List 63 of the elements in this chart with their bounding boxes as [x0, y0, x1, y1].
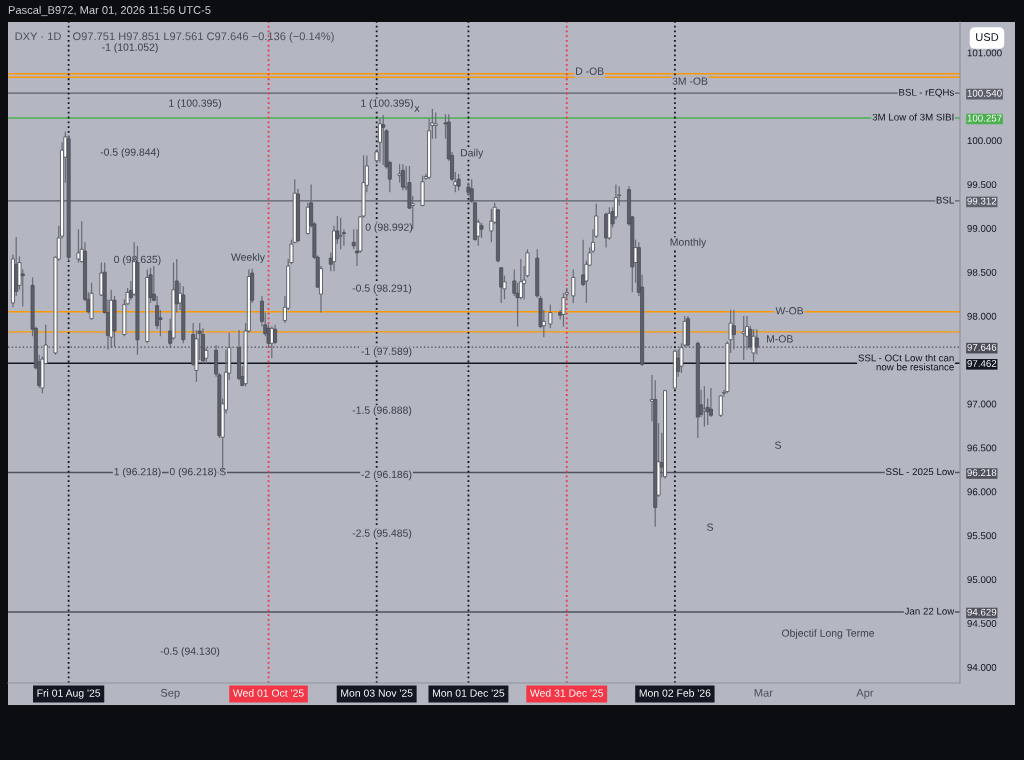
ref-line-label: Wed 31 Dec '25 [529, 689, 604, 697]
y-tick-label: 99.312 [967, 197, 997, 205]
y-tick-label: 98.000 [967, 312, 997, 320]
annotation: -0.5 (94.130) [160, 647, 220, 657]
y-tick-label: 94.000 [967, 663, 997, 671]
annotation: -0.5 (98.291) [352, 284, 412, 294]
ref-line-label: 3M Low of 3M SIBI [872, 113, 954, 121]
annotation: W-OB [775, 307, 804, 315]
annotation: 1 (100.395) [169, 99, 221, 109]
y-tick-label: 100.257 [967, 114, 1002, 122]
annotation: Monthly [670, 238, 707, 248]
y-tick-label: 96.500 [967, 444, 997, 452]
x-tick-label: Sep [160, 688, 180, 699]
ref-line-label: Mon 01 Dec '25 [432, 689, 505, 697]
annotation: 0 (96.218) [169, 467, 217, 478]
annotation: S [707, 523, 713, 531]
annotation: M-OB [767, 335, 793, 343]
text: O97.751 H97.851 L97.561 C97.646 −0.136 (−0.14%) [73, 32, 334, 43]
y-tick-label: 96.000 [967, 488, 997, 496]
annotation: -0.5 (99.844) [100, 148, 160, 158]
annotation: D -OB [576, 67, 604, 75]
ref-line-label: Mon 02 Feb '26 [639, 689, 711, 697]
annotation: Daily [460, 148, 484, 159]
y-tick-label: 100.540 [967, 89, 1002, 97]
ref-line-label: Mon 03 Nov '25 [341, 689, 413, 697]
y-tick-label: 97.000 [967, 400, 997, 408]
annotation: x [414, 106, 420, 112]
annotation: -1 (101.052) [102, 43, 158, 53]
annotation: 1 (100.395) [361, 99, 413, 109]
y-tick-label: 94.629 [967, 608, 997, 616]
y-tick-label: 99.500 [967, 181, 997, 189]
y-tick-label: 100.000 [967, 137, 1002, 145]
y-tick-label: 94.500 [967, 620, 997, 627]
ref-line-label: Jan 22 Low [904, 607, 955, 615]
x-tick-label: Apr [856, 688, 874, 699]
annotation: -2 (96.186) [361, 470, 412, 481]
y-tick-label: 95.500 [967, 532, 997, 540]
ref-line-label: BSL [936, 196, 954, 204]
annotation: 0 (98.992) [365, 223, 413, 233]
y-tick-label: 98.500 [967, 268, 997, 276]
y-tick-label: 97.646 [967, 343, 997, 351]
annotation: -2.5 (95.485) [352, 529, 412, 539]
y-tick-label: 101.000 [967, 49, 1002, 57]
y-tick-label: 97.462 [967, 360, 997, 367]
text: DXY · 1D [15, 32, 61, 41]
annotation: Objectif Long Terme [781, 629, 875, 639]
x-tick-label: Mar [754, 688, 773, 697]
y-tick-label: 99.000 [967, 225, 997, 232]
y-tick-label: 95.000 [967, 576, 997, 584]
ref-line-label: SSL - 2025 Low [885, 468, 955, 476]
annotation: Weekly [231, 253, 265, 263]
annotation: S [775, 441, 781, 449]
ref-line-label: Wed 01 Oct '25 [232, 689, 304, 697]
annotation: 1 (96.218) [114, 467, 161, 478]
annotation: -1.5 (96.888) [352, 406, 412, 416]
ref-line-label: SSL - OCt Low tht can now be resistance [858, 354, 954, 371]
ref-line-label: Fri 01 Aug '25 [37, 689, 101, 699]
ref-line-label: BSL - rEQHs [899, 88, 954, 98]
annotation: 3M -OB [672, 77, 708, 85]
y-axis-title: USD [976, 33, 999, 41]
text: Pascal_B972, Mar 01, 2026 11:56 UTC-5 [8, 5, 211, 17]
y-tick-label: 96.218 [967, 469, 997, 477]
annotation: -1 (97.589) [361, 347, 412, 357]
